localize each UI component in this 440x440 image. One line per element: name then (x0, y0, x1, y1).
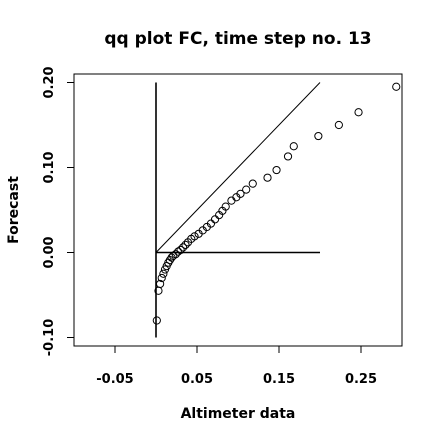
reference-lines (155, 82, 321, 338)
y-axis: -0.10 0.00 0.10 0.20 (42, 66, 75, 356)
y-tick-label: 0.10 (42, 151, 57, 183)
data-point (272, 165, 281, 175)
x-tick-label: 0.05 (181, 372, 213, 387)
data-point (283, 152, 293, 161)
data-point (210, 215, 220, 224)
data-point (181, 240, 190, 249)
data-point (152, 316, 161, 325)
x-axis: -0.05 0.05 0.15 0.25 (96, 345, 377, 387)
data-point (176, 245, 185, 255)
data-points (152, 82, 401, 325)
data-point (190, 232, 199, 241)
x-tick-label: 0.25 (345, 372, 377, 387)
chart-title: qq plot FC, time step no. 13 (104, 29, 371, 49)
data-point (156, 279, 165, 289)
data-point (157, 273, 166, 283)
data-point (392, 82, 401, 91)
data-point (248, 179, 257, 188)
data-point (178, 243, 188, 252)
data-point (314, 131, 323, 141)
y-tick-label: -0.10 (42, 319, 57, 356)
x-tick-label: 0.15 (263, 372, 295, 387)
data-point (289, 142, 298, 151)
data-point (171, 250, 180, 259)
data-point (227, 196, 236, 205)
x-axis-label: Altimeter data (181, 406, 296, 422)
data-point (334, 120, 343, 130)
data-point (236, 189, 245, 198)
data-point (221, 202, 230, 211)
x-tick-label: -0.05 (96, 372, 133, 387)
y-tick-label: 0.20 (42, 66, 57, 98)
y-tick-label: 0.00 (42, 236, 57, 268)
data-point (354, 108, 363, 117)
reference-line (155, 82, 321, 253)
data-point (169, 251, 178, 260)
data-point (159, 269, 168, 278)
plot-frame (73, 73, 403, 347)
data-point (242, 185, 251, 194)
data-point (263, 173, 272, 182)
data-point (174, 247, 183, 256)
y-axis-label: Forecast (6, 176, 22, 244)
data-point (206, 219, 216, 228)
